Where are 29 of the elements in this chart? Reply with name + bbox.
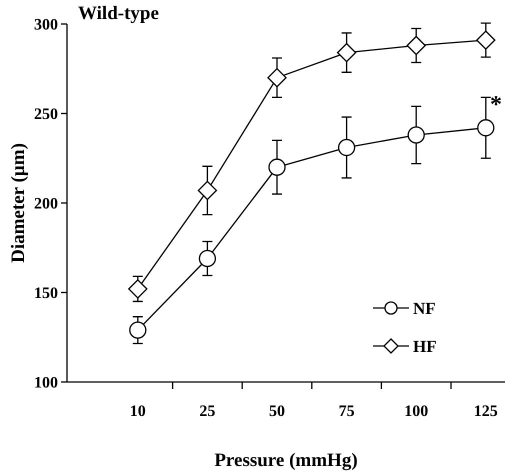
x-tick-label: 25 — [199, 403, 216, 420]
y-tick-label: 150 — [34, 285, 58, 302]
y-tick-label: 200 — [34, 196, 58, 213]
point — [267, 68, 287, 88]
point — [477, 119, 494, 136]
point — [129, 321, 146, 339]
point — [198, 180, 218, 200]
point — [476, 30, 496, 50]
point — [406, 36, 426, 56]
point — [336, 42, 356, 62]
legend-label: HF — [413, 336, 437, 356]
y-tick-label: 300 — [34, 16, 58, 34]
x-tick-label: 125 — [474, 403, 498, 420]
x-tick-label: 10 — [130, 403, 146, 420]
chart-title: Wild-type — [78, 3, 159, 24]
x-tick-label: 100 — [404, 403, 428, 420]
point — [268, 158, 286, 176]
legend-label: NF — [413, 298, 436, 318]
annotation: * — [490, 92, 502, 118]
point — [338, 138, 356, 156]
x-axis-title: Pressure (mmHg) — [214, 450, 358, 471]
y-axis-title: Diameter (µm) — [8, 143, 29, 263]
point — [128, 279, 148, 299]
point — [198, 250, 216, 268]
y-tick-label: 100 — [34, 374, 58, 392]
x-tick-label: 75 — [338, 403, 355, 420]
x-tick-label: 50 — [269, 403, 285, 420]
y-tick-label: 250 — [34, 106, 58, 124]
point — [408, 126, 425, 144]
